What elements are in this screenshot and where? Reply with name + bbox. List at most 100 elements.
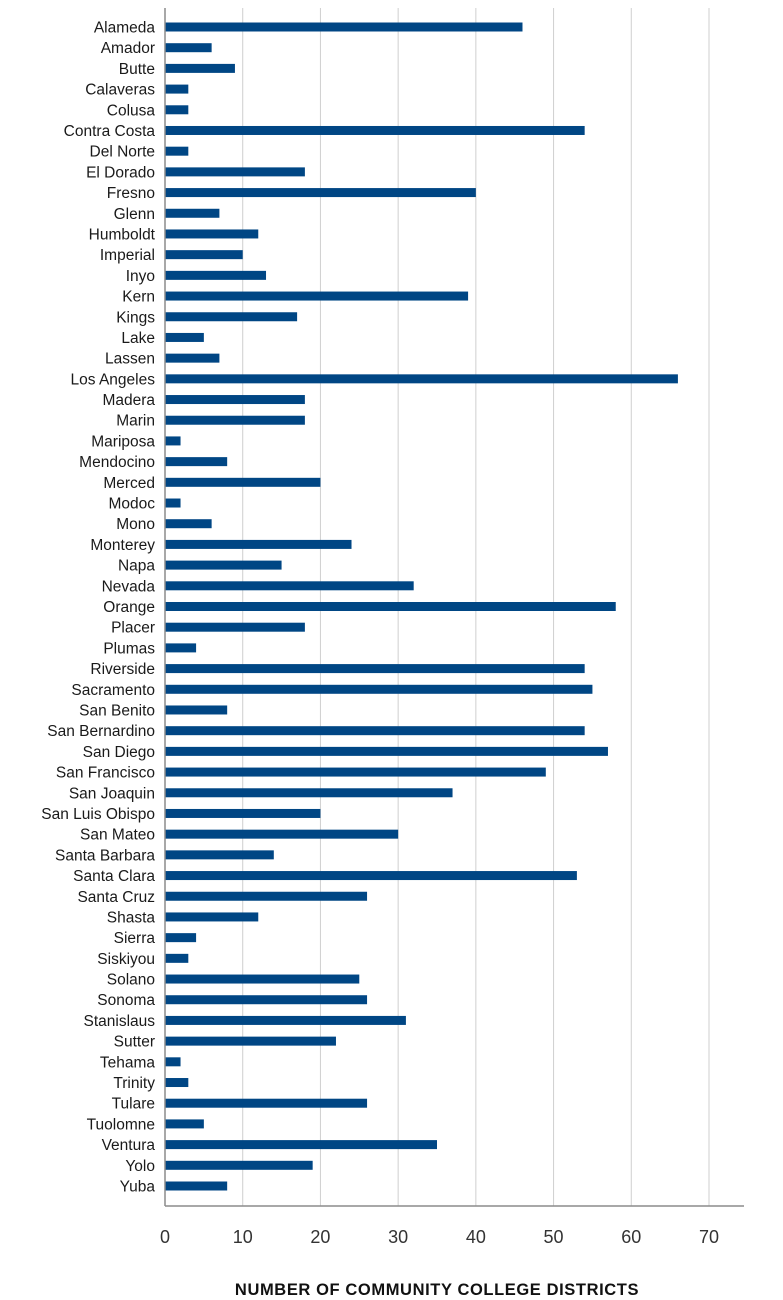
category-label: Lake (121, 330, 155, 347)
category-label: Mendocino (79, 454, 155, 471)
category-label: Sacramento (71, 682, 155, 699)
bar (165, 871, 577, 881)
category-label: Yuba (120, 1179, 156, 1196)
bar (165, 788, 453, 798)
bar (165, 415, 305, 425)
bar (165, 353, 220, 363)
category-label: Tulare (112, 1096, 155, 1113)
bar (165, 684, 593, 694)
category-label: Contra Costa (64, 123, 156, 140)
x-tick-label: 30 (388, 1227, 408, 1247)
bar (165, 167, 305, 177)
category-label: Tehama (100, 1054, 156, 1071)
category-label: Marin (116, 413, 155, 430)
category-label: Mariposa (91, 433, 155, 450)
bar (165, 84, 189, 94)
bar (165, 1119, 204, 1129)
bar (165, 912, 259, 922)
bar (165, 726, 585, 736)
x-tick-labels: 0 10 20 30 40 50 60 70 (160, 1227, 719, 1247)
bar (165, 933, 197, 943)
category-label: Humboldt (89, 226, 156, 243)
bar (165, 808, 321, 818)
category-label: Plumas (103, 640, 155, 657)
x-tick-label: 40 (466, 1227, 486, 1247)
bar (165, 539, 352, 549)
x-axis-title: NUMBER OF COMMUNITY COLLEGE DISTRICTS (235, 1281, 639, 1299)
bar (165, 974, 360, 984)
bar (165, 105, 189, 115)
bar (165, 22, 523, 32)
category-label: Calaveras (85, 82, 155, 99)
bar (165, 1181, 228, 1191)
category-label: Sonoma (97, 992, 155, 1009)
bar (165, 767, 546, 777)
category-label: Lassen (105, 351, 155, 368)
bar (165, 312, 298, 322)
category-label: Riverside (90, 661, 155, 678)
category-label: Placer (111, 620, 155, 637)
x-tick-label: 60 (621, 1227, 641, 1247)
category-label: Kern (122, 289, 155, 306)
category-label: Trinity (113, 1075, 155, 1092)
category-label: Colusa (107, 102, 156, 119)
x-tick-label: 20 (310, 1227, 330, 1247)
bar (165, 995, 368, 1005)
category-label: Sierra (114, 930, 156, 947)
category-label: Madera (102, 392, 155, 409)
category-label: Santa Clara (73, 868, 155, 885)
bar (165, 1036, 336, 1046)
bar (165, 332, 204, 342)
bar (165, 457, 228, 467)
category-labels: Alameda Amador Butte Calaveras Colusa Contra … (41, 20, 155, 1196)
bar (165, 519, 212, 529)
bar (165, 146, 189, 156)
category-label: Merced (103, 475, 155, 492)
bar (165, 208, 220, 218)
bar (165, 270, 267, 280)
bar (165, 436, 181, 446)
bar (165, 664, 585, 674)
bar (165, 829, 399, 839)
category-label: San Joaquin (69, 785, 155, 802)
bar (165, 395, 305, 405)
category-label: Kings (116, 309, 155, 326)
category-label: San Mateo (80, 827, 155, 844)
category-label: Shasta (107, 909, 156, 926)
category-label: Napa (118, 558, 155, 575)
bar (165, 374, 678, 384)
bar (165, 1140, 437, 1150)
bar (165, 602, 616, 611)
bar (165, 953, 189, 963)
bar (165, 188, 476, 198)
category-label: Butte (119, 61, 155, 78)
category-label: Solano (107, 972, 155, 989)
bars (165, 22, 678, 1191)
bar (165, 1078, 189, 1088)
category-label: Sutter (114, 1034, 155, 1051)
category-label: Mono (116, 516, 155, 533)
category-label: San Bernardino (47, 723, 155, 740)
category-label: Yolo (125, 1158, 155, 1175)
category-label: San Diego (83, 744, 155, 761)
category-label: Monterey (90, 537, 155, 554)
category-label: Stanislaus (83, 1013, 155, 1030)
bar (165, 477, 321, 487)
bar (165, 63, 235, 73)
bar (165, 1160, 313, 1170)
category-label: Del Norte (90, 144, 155, 161)
category-label: Nevada (102, 578, 156, 595)
x-tick-label: 50 (544, 1227, 564, 1247)
bar (165, 560, 282, 570)
bar (165, 891, 368, 901)
category-label: Santa Barbara (55, 847, 155, 864)
category-label: Los Angeles (71, 371, 156, 388)
category-label: Fresno (107, 185, 155, 202)
bar (165, 850, 274, 860)
bar (165, 43, 212, 53)
category-label: San Luis Obispo (41, 806, 155, 823)
bar (165, 643, 197, 653)
category-label: Siskiyou (97, 951, 155, 968)
category-label: Orange (103, 599, 155, 616)
